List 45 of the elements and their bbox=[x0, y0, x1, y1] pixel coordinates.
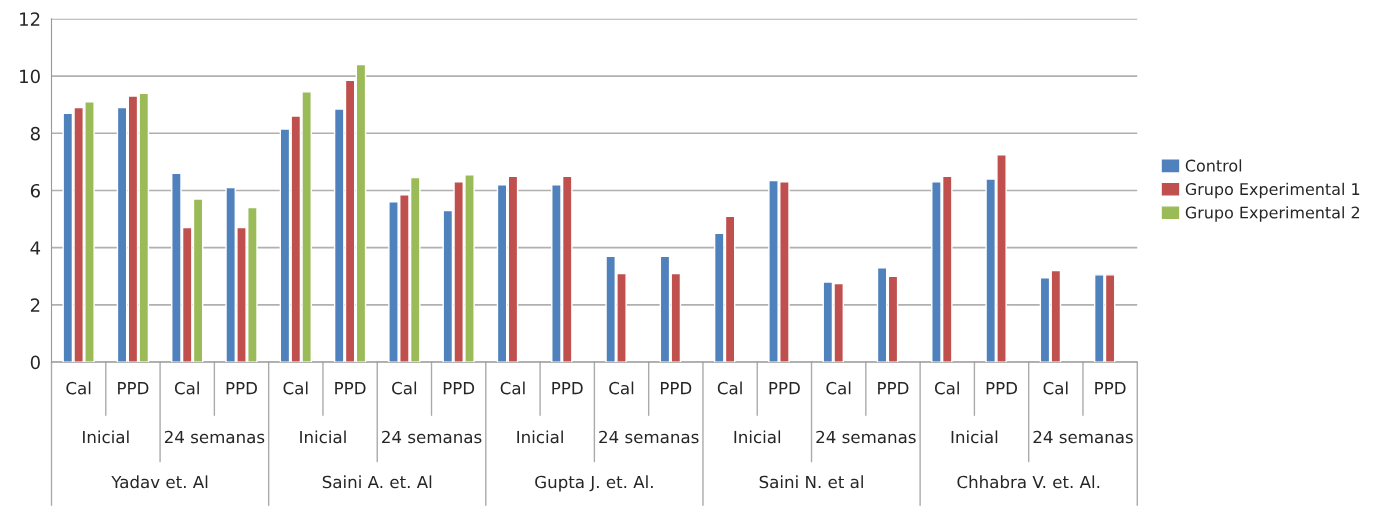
text: Saini A. et. Al bbox=[322, 475, 432, 489]
x-tick-label: PPD bbox=[878, 382, 909, 395]
legend-label: Grupo Experimental 2 bbox=[1185, 206, 1360, 222]
y-tick-label: 6 bbox=[30, 183, 40, 198]
x-tick-label: PPD bbox=[118, 382, 149, 395]
text: Saini N. et al bbox=[759, 475, 863, 489]
text: Chhabra V. et. Al. bbox=[957, 475, 1100, 489]
text: 24 semanas bbox=[164, 430, 265, 444]
y-tick-label: 4 bbox=[30, 241, 41, 255]
y-tick-label: 12 bbox=[20, 12, 40, 26]
text: 24 semanas bbox=[816, 430, 916, 444]
x-tick-label: Cal bbox=[174, 381, 199, 395]
text: Inicial bbox=[734, 430, 781, 444]
x-tick-label: Cal bbox=[283, 381, 308, 395]
x-tick-label: Cal bbox=[1043, 381, 1068, 395]
legend-label: Grupo Experimental 1 bbox=[1185, 182, 1360, 199]
text: Inicial bbox=[83, 430, 129, 444]
x-tick-label: PPD bbox=[226, 382, 257, 395]
x-tick-label: Cal bbox=[66, 381, 91, 395]
x-tick-label: PPD bbox=[769, 382, 800, 395]
x-tick-label: PPD bbox=[1095, 382, 1126, 395]
x-tick-label: PPD bbox=[443, 382, 475, 395]
text: 24 semanas bbox=[382, 430, 482, 444]
y-tick-label: 2 bbox=[30, 298, 40, 312]
text: Inicial bbox=[517, 430, 563, 444]
text: Yadav et. Al bbox=[111, 475, 208, 489]
text: Inicial bbox=[951, 430, 998, 444]
x-tick-label: PPD bbox=[552, 382, 583, 395]
text: Inicial bbox=[300, 430, 346, 444]
x-tick-label: Cal bbox=[826, 381, 851, 395]
text: 24 semanas bbox=[599, 430, 699, 444]
text: Gupta J. et. Al. bbox=[535, 475, 653, 492]
x-tick-label: Cal bbox=[717, 381, 742, 395]
x-tick-label: PPD bbox=[660, 382, 692, 395]
y-tick-label: 10 bbox=[20, 69, 40, 84]
x-tick-label: Cal bbox=[934, 381, 959, 395]
y-tick-label: 0 bbox=[30, 355, 40, 370]
x-tick-label: Cal bbox=[500, 381, 525, 395]
x-tick-label: PPD bbox=[335, 382, 366, 395]
legend-label: Control bbox=[1185, 159, 1242, 172]
x-tick-label: Cal bbox=[609, 381, 634, 395]
text: 24 semanas bbox=[1033, 430, 1133, 444]
x-tick-label: PPD bbox=[986, 382, 1018, 395]
y-tick-label: 8 bbox=[30, 126, 40, 141]
x-tick-label: Cal bbox=[392, 381, 417, 395]
